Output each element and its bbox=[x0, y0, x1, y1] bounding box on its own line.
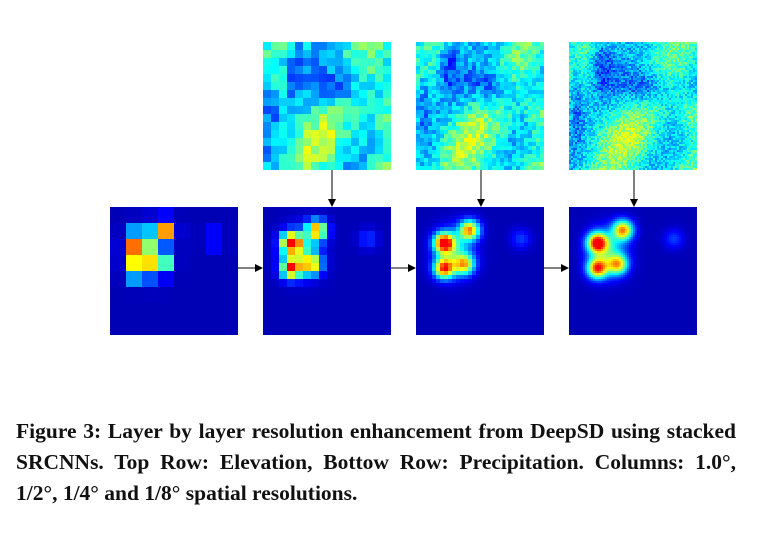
elevation-panel-eighth-deg bbox=[569, 42, 697, 170]
precipitation-panel-1deg bbox=[110, 207, 238, 335]
figure-caption: Figure 3: Layer by layer resolution enha… bbox=[16, 416, 736, 509]
caption-label: Figure 3: bbox=[16, 419, 102, 443]
elevation-panel-quarter-deg bbox=[416, 42, 544, 170]
elevation-panel-half-deg bbox=[263, 42, 391, 170]
precipitation-panel-half-deg bbox=[263, 207, 391, 335]
precipitation-panel-quarter-deg bbox=[416, 207, 544, 335]
caption-text: Layer by layer resolution enhancement fr… bbox=[16, 419, 736, 505]
precipitation-panel-eighth-deg bbox=[569, 207, 697, 335]
